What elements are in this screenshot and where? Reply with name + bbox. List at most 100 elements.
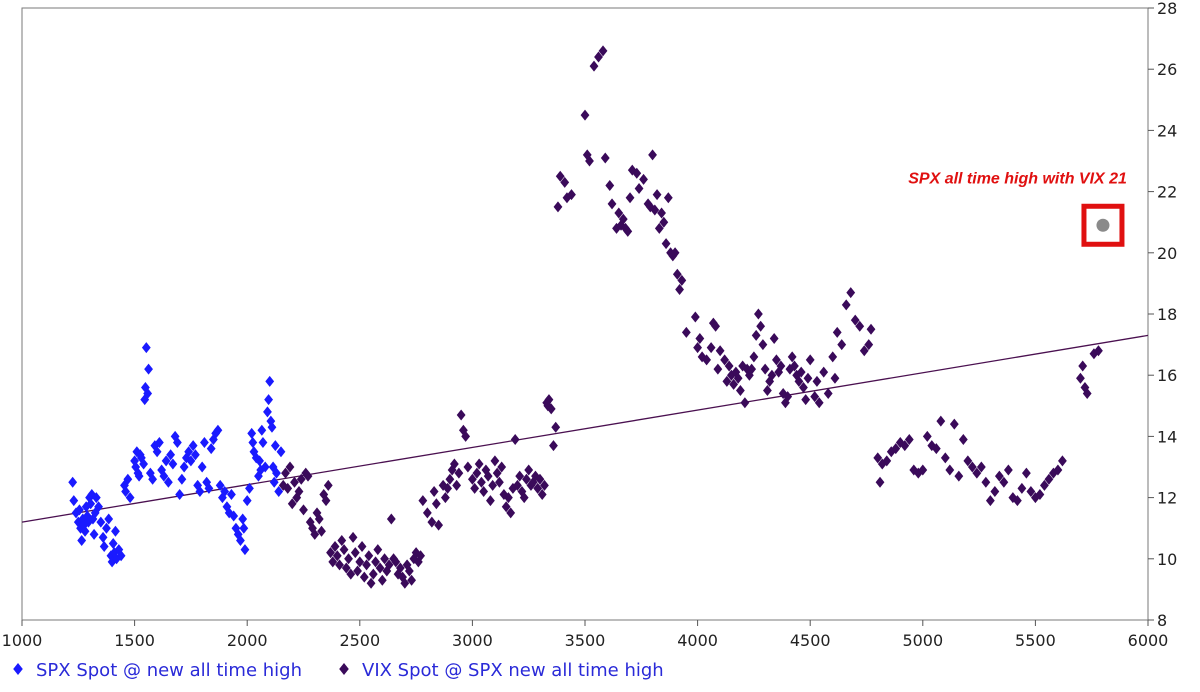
vix-point — [663, 192, 673, 204]
spx-point — [77, 534, 87, 546]
vix-point — [677, 274, 687, 286]
vix-point — [864, 339, 874, 351]
vix-point — [672, 268, 682, 280]
vix-point — [506, 507, 516, 519]
spx-point — [222, 501, 232, 513]
vix-point — [976, 461, 986, 473]
spx-point — [263, 406, 272, 418]
spx-point — [218, 492, 227, 504]
vix-point — [551, 421, 561, 433]
legend-marker-vix — [339, 663, 349, 675]
vix-point — [353, 565, 362, 577]
y-tick-label: 8 — [1157, 611, 1167, 630]
highlight-group: SPX all time high with VIX 21 — [908, 170, 1127, 247]
y-tick-label: 10 — [1157, 550, 1177, 569]
spx-point — [79, 519, 89, 531]
vix-point — [1012, 495, 1022, 507]
y-axis: 8 10 12 14 16 18 20 22 24 26 28 — [1148, 0, 1177, 630]
vix-point — [873, 452, 883, 464]
vix-point — [362, 559, 371, 571]
vix-point — [429, 485, 439, 497]
vix-point — [830, 372, 840, 384]
vix-point — [931, 443, 941, 455]
spx-point — [123, 473, 133, 485]
vix-point — [1094, 345, 1103, 357]
spx-point — [197, 461, 207, 473]
spx-point — [264, 394, 273, 406]
spx-point — [116, 550, 126, 562]
y-tick-label: 18 — [1157, 305, 1177, 324]
spx-point — [121, 485, 130, 497]
vix-point — [828, 351, 838, 363]
vix-point — [936, 415, 946, 427]
vix-point — [1082, 388, 1092, 400]
spx-point — [240, 544, 250, 556]
spx-point — [195, 485, 205, 497]
vix-point — [373, 544, 383, 556]
vix-point — [958, 433, 968, 445]
spx-point — [229, 510, 239, 522]
vix-point — [452, 479, 462, 491]
vix-point — [598, 45, 608, 57]
vix-point — [623, 225, 633, 237]
x-tick-label: 3500 — [565, 631, 606, 650]
legend-item-vix: VIX Spot @ SPX new all time high — [362, 660, 664, 681]
spx-point — [80, 525, 90, 537]
spx-point — [86, 498, 96, 510]
highlight-annotation: SPX all time high with VIX 21 — [908, 170, 1127, 187]
x-axis: 1000 1500 2000 2500 3000 3500 4000 4500 5000 5500… — [2, 620, 1168, 650]
vix-point — [1040, 479, 1049, 491]
vix-point — [546, 403, 556, 415]
vix-point — [1076, 372, 1085, 384]
y-tick-label: 26 — [1157, 60, 1177, 79]
trendline — [21, 334, 1149, 523]
vix-point — [972, 467, 982, 479]
vix-point — [533, 482, 543, 494]
vix-point — [634, 183, 644, 195]
vix-point — [344, 553, 353, 565]
vix-point — [810, 391, 820, 403]
x-tick-label: 4000 — [677, 631, 718, 650]
vix-point — [434, 519, 444, 531]
vix-point — [729, 378, 739, 390]
vix-point — [758, 339, 768, 351]
vix-point — [652, 189, 662, 201]
legend: SPX Spot @ new all time high VIX Spot @ … — [13, 660, 664, 681]
vix-point — [386, 513, 396, 525]
vix-point — [1026, 485, 1036, 497]
spx-point — [102, 522, 111, 534]
spx-point — [266, 415, 276, 427]
vix-point — [364, 550, 374, 562]
vix-point — [605, 179, 615, 191]
vix-point — [470, 482, 480, 494]
vix-point — [999, 476, 1009, 488]
vix-point — [317, 525, 326, 537]
spx-point — [166, 449, 176, 461]
vix-point — [283, 482, 293, 494]
vix-point — [486, 495, 495, 507]
vix-point — [754, 308, 763, 320]
vix-point — [332, 550, 342, 562]
vix-point — [384, 559, 394, 571]
vix-point — [812, 375, 822, 387]
vix-point — [846, 287, 856, 299]
spx-point — [108, 538, 118, 549]
vix-point — [303, 470, 313, 482]
vix-point — [323, 479, 333, 491]
x-tick-label: 1500 — [114, 631, 155, 650]
vix-point — [348, 531, 358, 543]
vix-point — [580, 109, 590, 121]
spx-point — [274, 485, 284, 497]
vix-point — [391, 556, 401, 568]
spx-point — [236, 534, 245, 546]
spx-point — [140, 394, 150, 406]
spx-point — [269, 476, 279, 488]
vix-point — [1035, 489, 1045, 501]
vix-point — [474, 458, 484, 470]
spx-point — [184, 446, 194, 458]
vix-point — [427, 516, 437, 528]
vix-point — [740, 397, 750, 409]
vix-point — [490, 455, 500, 467]
vix-point — [855, 320, 865, 332]
vix-point — [850, 314, 860, 326]
